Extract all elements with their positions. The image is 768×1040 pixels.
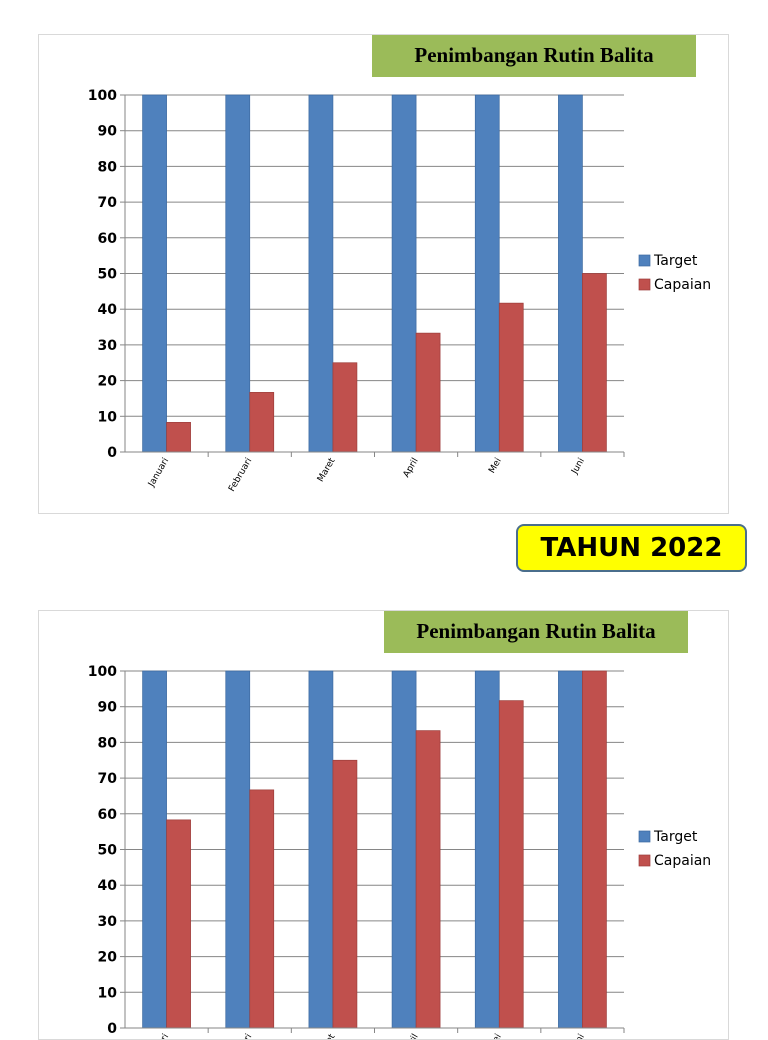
bar-chart-1: 0 10 20 30 40 50 60 70 80 90 100 Januari Februari Mar…: [39, 35, 729, 514]
x-category-label: Februari: [227, 1033, 254, 1040]
x-category-label: Mei: [487, 457, 504, 476]
y-tick-label: 20: [98, 950, 118, 966]
legend-label-capaian: Capaian: [654, 853, 711, 869]
bar-capaian-juni: [582, 274, 606, 453]
y-tick-label: 100: [88, 88, 117, 104]
x-category-label: Februari: [227, 457, 254, 494]
legend-swatch-capaian: [639, 279, 650, 290]
bar-chart-2: 0 10 20 30 40 50 60 70 80 90 100 Januari Februari Mar…: [39, 611, 729, 1040]
bar-target-juni: [558, 95, 582, 452]
x-category-label: Juni: [570, 457, 587, 477]
bar-target-februari: [226, 671, 250, 1028]
y-tick-label: 90: [98, 124, 118, 140]
chart-panel-2: 0 10 20 30 40 50 60 70 80 90 100 Januari Februari Mar…: [38, 610, 729, 1040]
legend-label-capaian: Capaian: [654, 277, 711, 293]
y-tick-label: 30: [98, 914, 118, 930]
y-tick-label: 10: [98, 409, 118, 425]
bar-target-februari: [226, 95, 250, 452]
bar-capaian-februari: [250, 790, 274, 1028]
bar-capaian-maret: [333, 760, 357, 1028]
y-tick-label: 60: [98, 231, 118, 247]
y-tick-label: 20: [98, 374, 118, 390]
legend-label-target: Target: [653, 253, 698, 269]
bar-target-mei: [475, 671, 499, 1028]
x-category-label: Maret: [316, 1032, 338, 1040]
bar-capaian-maret: [333, 363, 357, 452]
bar-target-april: [392, 671, 416, 1028]
bar-capaian-januari: [167, 820, 191, 1028]
bar-capaian-april: [416, 333, 440, 452]
y-tick-label: 80: [98, 159, 118, 175]
legend-swatch-capaian: [639, 855, 650, 866]
x-category-label: April: [402, 457, 421, 480]
y-tick-label: 30: [98, 338, 118, 354]
x-category-label: Maret: [316, 456, 338, 484]
y-tick-label: 50: [98, 843, 118, 859]
bar-capaian-juni: [582, 671, 606, 1028]
y-tick-label: 70: [98, 195, 118, 211]
bar-capaian-januari: [167, 422, 191, 452]
x-category-label: Januari: [146, 1033, 171, 1040]
bar-target-januari: [143, 95, 167, 452]
y-tick-label: 40: [98, 302, 118, 318]
legend-swatch-target: [639, 831, 650, 842]
bar-target-april: [392, 95, 416, 452]
x-category-label: April: [402, 1033, 421, 1040]
bar-target-mei: [475, 95, 499, 452]
y-tick-label: 100: [88, 664, 117, 680]
bar-target-maret: [309, 95, 333, 452]
legend-swatch-target: [639, 255, 650, 266]
year-badge: TAHUN 2022: [516, 524, 747, 572]
bar-target-januari: [143, 671, 167, 1028]
bar-target-maret: [309, 671, 333, 1028]
y-tick-label: 80: [98, 735, 118, 751]
y-tick-label: 0: [107, 1021, 117, 1037]
y-tick-label: 70: [98, 771, 118, 787]
y-tick-label: 90: [98, 700, 118, 716]
bar-capaian-februari: [250, 392, 274, 452]
chart-title-1: Penimbangan Rutin Balita: [372, 35, 696, 77]
x-category-label: Januari: [146, 457, 171, 490]
y-tick-label: 10: [98, 985, 118, 1001]
x-category-label: Mei: [487, 1033, 504, 1040]
legend-label-target: Target: [653, 829, 698, 845]
y-tick-label: 0: [107, 445, 117, 461]
bar-target-juni: [558, 671, 582, 1028]
bar-capaian-mei: [499, 303, 523, 452]
chart-panel-1: 0 10 20 30 40 50 60 70 80 90 100 Januari Februari Mar…: [38, 34, 729, 514]
chart-title-2: Penimbangan Rutin Balita: [384, 611, 688, 653]
y-tick-label: 50: [98, 267, 118, 283]
bar-capaian-april: [416, 731, 440, 1028]
x-category-label: Juni: [570, 1033, 587, 1040]
y-tick-label: 40: [98, 878, 118, 894]
y-tick-label: 60: [98, 807, 118, 823]
bar-capaian-mei: [499, 701, 523, 1028]
